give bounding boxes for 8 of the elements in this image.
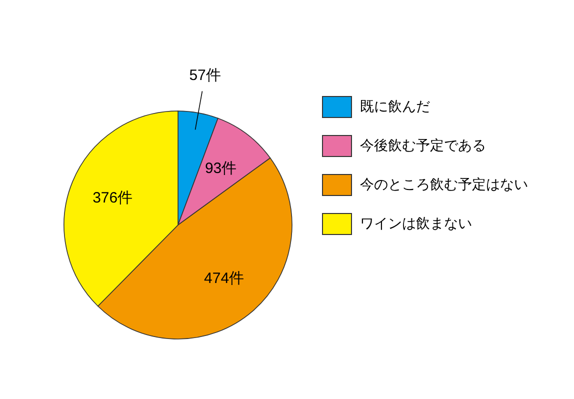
- data-label: 93件: [204, 160, 237, 178]
- data-label: 474件: [204, 270, 244, 288]
- data-label: 57件: [189, 66, 221, 84]
- data-label: 376件: [92, 190, 133, 207]
- legend-label: 今後飲む予定である: [360, 137, 486, 155]
- legend-label: 今のところ飲む予定はない: [360, 176, 528, 194]
- legend-label: 既に飲んだ: [360, 98, 430, 116]
- legend-label: ワインは飲まない: [360, 215, 472, 233]
